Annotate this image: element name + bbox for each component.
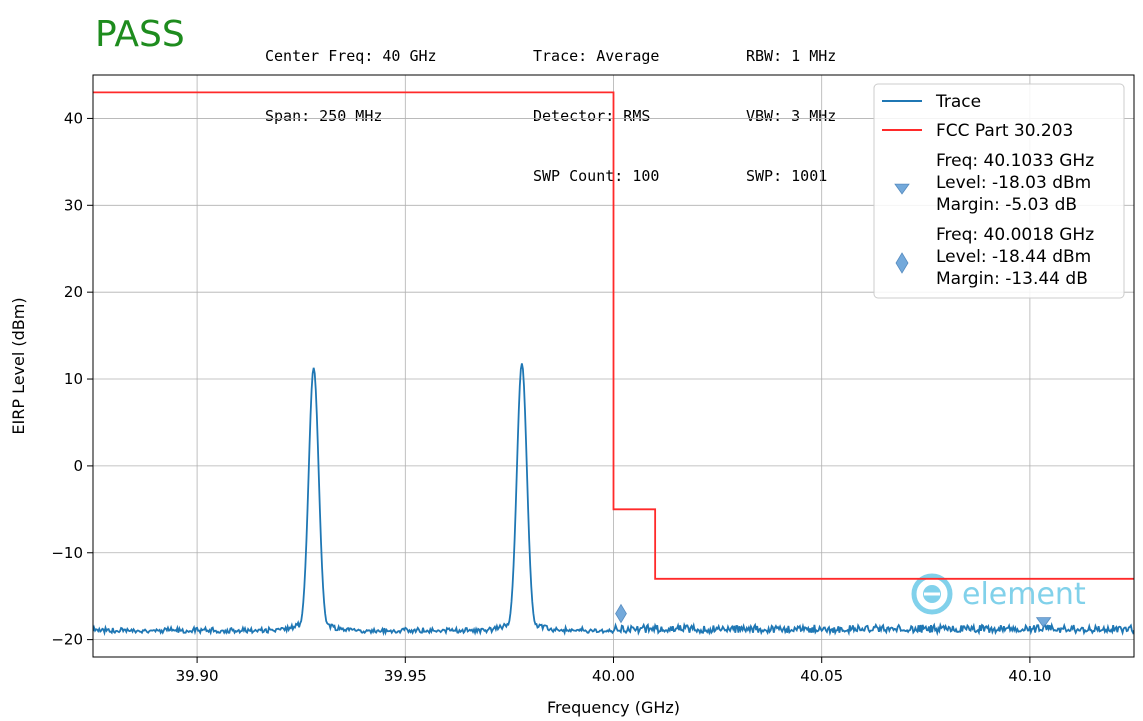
marker-point-2	[615, 603, 627, 624]
legend-swatch-marker-2	[895, 252, 909, 274]
legend-label-marker-1: Freq: 40.1033 GHz	[936, 151, 1094, 171]
legend-label-limit: FCC Part 30.203	[936, 121, 1073, 141]
legend-label-marker-1: Margin: -5.03 dB	[936, 195, 1077, 215]
plot-area: element	[93, 91, 1134, 637]
span-text: Span: 250 MHz	[265, 107, 383, 125]
y-tick-label: 40	[64, 109, 83, 127]
vbw-text: VBW: 3 MHz	[746, 107, 837, 125]
legend-label-marker-2: Margin: -13.44 dB	[936, 269, 1088, 289]
y-tick-label: −10	[51, 544, 83, 562]
y-tick-label: 20	[64, 283, 83, 301]
sweep-points-text: SWP: 1001	[746, 167, 828, 185]
rbw-text: RBW: 1 MHz	[746, 47, 837, 65]
legend-box	[873, 83, 1125, 299]
legend-label-marker-2: Freq: 40.0018 GHz	[936, 225, 1094, 245]
marker-point-1	[1035, 617, 1052, 629]
watermark-text: element	[962, 577, 1086, 612]
y-tick-label: −20	[51, 631, 83, 649]
center-freq-text: Center Freq: 40 GHz	[265, 47, 437, 65]
legend-label-marker-1: Level: -18.03 dBm	[936, 173, 1091, 193]
x-tick-label: 40.05	[800, 667, 843, 685]
header-col-2: Trace: Average Detector: RMS SWP Count: …	[533, 6, 659, 206]
axes-frame	[92, 74, 1135, 658]
limit-series-line	[93, 91, 1134, 580]
verdict-label: PASS	[95, 14, 185, 55]
legend-swatch-marker-1	[894, 183, 910, 195]
detector-text: Detector: RMS	[533, 107, 651, 125]
x-axis-label: Frequency (GHz)	[547, 698, 680, 717]
header-col-1: Center Freq: 40 GHz Span: 250 MHz	[265, 6, 437, 146]
x-tick-label: 40.10	[1008, 667, 1051, 685]
trace-mode-text: Trace: Average	[533, 47, 660, 65]
sweep-count-text: SWP Count: 100	[533, 167, 660, 185]
y-tick-label: 30	[64, 196, 83, 214]
x-tick-label: 39.90	[176, 667, 219, 685]
header-col-3: RBW: 1 MHz VBW: 3 MHz SWP: 1001	[746, 6, 836, 206]
y-tick-label: 10	[64, 370, 83, 388]
y-axis-label: EIRP Level (dBm)	[9, 297, 28, 434]
legend-label-trace: Trace	[935, 92, 981, 112]
legend-label-marker-2: Level: -18.44 dBm	[936, 247, 1091, 267]
x-tick-label: 40.00	[592, 667, 635, 685]
y-tick-label: 0	[73, 457, 83, 475]
trace-series-line	[93, 363, 1134, 637]
x-tick-label: 39.95	[384, 667, 427, 685]
element-logo-icon	[911, 573, 953, 615]
logo-ring	[911, 573, 953, 615]
